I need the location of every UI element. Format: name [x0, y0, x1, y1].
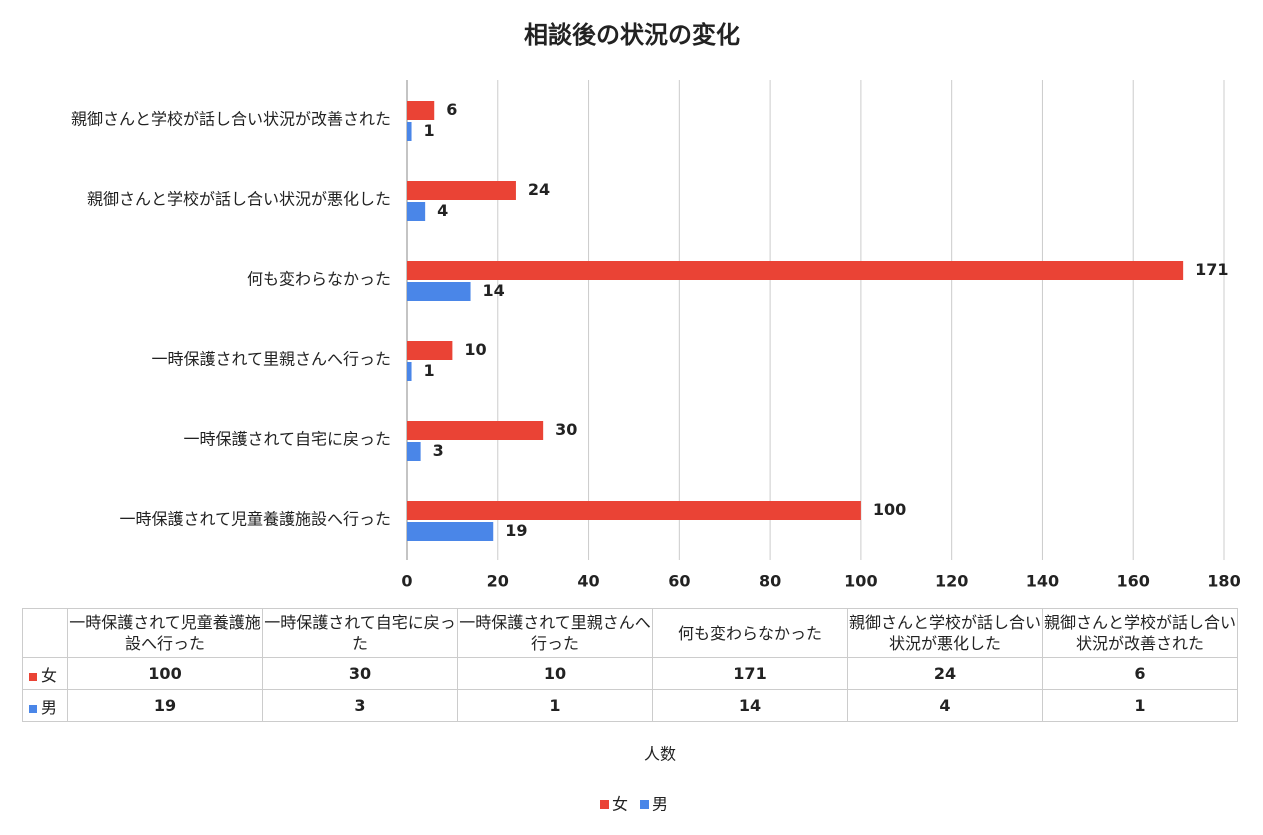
bar — [407, 501, 861, 520]
bar — [407, 442, 421, 461]
bar — [407, 522, 494, 541]
bar — [407, 101, 435, 120]
data-label: 24 — [528, 180, 550, 199]
y-tick-label: 何も変わらなかった — [247, 270, 391, 289]
table-value: 3 — [262, 689, 458, 722]
table-value: 1 — [457, 689, 653, 722]
x-tick-label: 40 — [577, 572, 599, 591]
bar — [407, 202, 426, 221]
bar — [407, 362, 412, 381]
data-label: 6 — [446, 100, 457, 119]
x-tick-label: 140 — [1026, 572, 1059, 591]
y-tick-label: 親御さんと学校が話し合い状況が悪化した — [87, 190, 391, 209]
x-tick-label: 20 — [487, 572, 509, 591]
bar — [407, 181, 516, 200]
x-tick-label: 80 — [759, 572, 781, 591]
table-corner — [22, 608, 68, 658]
data-label: 19 — [505, 521, 527, 540]
data-label: 1 — [424, 361, 435, 380]
table-series-cell: 男 — [22, 689, 68, 722]
table-value: 24 — [847, 657, 1043, 690]
table-value: 1 — [1042, 689, 1238, 722]
chart-title: 相談後の状況の変化 — [524, 21, 740, 49]
table-header-cell: 親御さんと学校が話し合い状況が改善された — [1042, 608, 1238, 658]
table-value: 171 — [652, 657, 848, 690]
table-value: 19 — [67, 689, 263, 722]
legend-swatch — [29, 704, 37, 713]
data-label: 14 — [483, 281, 505, 300]
x-tick-label: 160 — [1117, 572, 1150, 591]
table-header-cell: 一時保護されて自宅に戻った — [262, 608, 458, 658]
legend-swatch — [600, 800, 609, 809]
x-tick-label: 60 — [668, 572, 690, 591]
x-tick-label: 180 — [1207, 572, 1240, 591]
table-value: 6 — [1042, 657, 1238, 690]
table-value: 4 — [847, 689, 1043, 722]
x-tick-label: 100 — [844, 572, 877, 591]
table-value: 100 — [67, 657, 263, 690]
table-row: 女 100 30 10 171 24 6 — [22, 657, 1238, 690]
bar — [407, 341, 453, 360]
table-header-row: 一時保護されて児童養護施設へ行った 一時保護されて自宅に戻った 一時保護されて里親さ… — [22, 608, 1238, 658]
table-header-cell: 親御さんと学校が話し合い状況が悪化した — [847, 608, 1043, 658]
data-label: 4 — [437, 201, 448, 220]
y-tick-label: 一時保護されて児童養護施設へ行った — [119, 510, 391, 529]
table-series-name: 男 — [41, 697, 58, 717]
bar — [407, 261, 1184, 280]
y-tick-label: 親御さんと学校が話し合い状況が改善された — [71, 110, 391, 129]
table-series-cell: 女 — [22, 657, 68, 690]
table-series-name: 女 — [41, 665, 58, 685]
table-header-cell: 何も変わらなかった — [652, 608, 848, 658]
table-header-cell: 一時保護されて里親さんへ行った — [457, 608, 653, 658]
table-header-cell: 一時保護されて児童養護施設へ行った — [67, 608, 263, 658]
bar — [407, 122, 412, 141]
x-axis-label: 人数 — [644, 745, 676, 764]
x-tick-label: 120 — [935, 572, 968, 591]
data-table: 一時保護されて児童養護施設へ行った 一時保護されて自宅に戻った 一時保護されて里親さ… — [22, 608, 1238, 722]
y-tick-label: 一時保護されて自宅に戻った — [183, 430, 391, 449]
table-value: 14 — [652, 689, 848, 722]
legend-swatch — [29, 672, 37, 681]
legend-label: 男 — [652, 795, 668, 814]
data-label: 171 — [1195, 260, 1228, 279]
y-tick-label: 一時保護されて里親さんへ行った — [151, 350, 391, 369]
bar — [407, 421, 544, 440]
data-label: 30 — [555, 420, 577, 439]
table-value: 10 — [457, 657, 653, 690]
x-tick-label: 0 — [401, 572, 412, 591]
legend-swatch — [640, 800, 649, 809]
bar — [407, 282, 471, 301]
data-label: 100 — [873, 500, 906, 519]
table-row: 男 19 3 1 14 4 1 — [22, 689, 1238, 722]
table-value: 30 — [262, 657, 458, 690]
data-label: 10 — [464, 340, 486, 359]
data-label: 3 — [433, 441, 444, 460]
legend-label: 女 — [612, 795, 628, 814]
data-label: 1 — [424, 121, 435, 140]
